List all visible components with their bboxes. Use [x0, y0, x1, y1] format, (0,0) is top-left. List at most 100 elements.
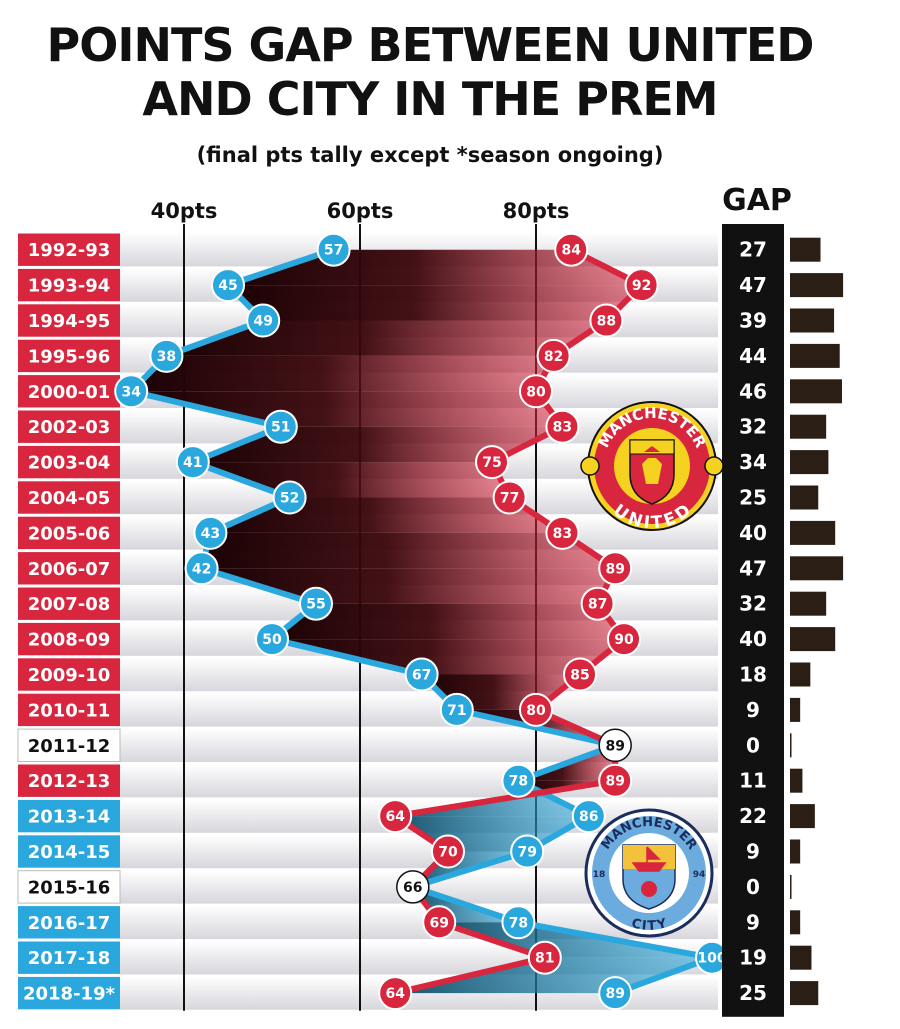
gap-value: 34 — [739, 450, 767, 474]
united-point: 77 — [492, 480, 527, 515]
season-label-bg — [18, 976, 120, 1010]
city-point: 89 — [598, 976, 633, 1011]
row-stripe — [120, 693, 718, 727]
gap-value: 44 — [739, 344, 767, 368]
season-label-bg — [18, 764, 120, 797]
united-point: 81 — [527, 940, 562, 975]
season-label: 2008-09 — [28, 630, 111, 651]
season-label: 2005-06 — [28, 523, 111, 544]
gap-header: GAP — [722, 183, 792, 218]
level-point: 89 — [598, 728, 632, 763]
gap-value: 22 — [739, 804, 767, 828]
season-label: 2007-08 — [28, 594, 111, 615]
gap-value: 0 — [746, 875, 760, 899]
united-point: 75 — [475, 445, 509, 480]
svg-text:55: 55 — [306, 597, 325, 613]
season-label-bg — [18, 658, 120, 691]
gap-value: 32 — [739, 592, 767, 616]
svg-text:89: 89 — [605, 774, 624, 790]
svg-text:86: 86 — [579, 809, 598, 825]
united-point: 69 — [422, 905, 457, 940]
svg-text:49: 49 — [253, 314, 272, 330]
united-point: 82 — [536, 338, 571, 373]
season-label: 2000-01 — [28, 382, 111, 403]
gap-shading — [272, 639, 624, 675]
season-label-bg — [18, 481, 120, 514]
season-label-bg — [17, 870, 121, 904]
svg-text:18: 18 — [593, 870, 606, 880]
united-point: 80 — [519, 692, 553, 727]
city-point: 51 — [263, 409, 298, 444]
x-tick-label: 60pts — [327, 199, 394, 223]
svg-text:87: 87 — [588, 597, 607, 613]
svg-text:89: 89 — [605, 561, 624, 577]
gap-bar — [790, 343, 840, 368]
gap-bar — [790, 945, 812, 970]
x-tick-label: 80pts — [503, 199, 570, 223]
svg-text:71: 71 — [447, 703, 466, 719]
svg-text:83: 83 — [553, 526, 572, 542]
season-label-bg — [18, 622, 120, 656]
season-label-bg — [18, 587, 120, 620]
gap-bar — [790, 591, 827, 616]
city-point: 34 — [114, 374, 149, 409]
svg-text:38: 38 — [157, 349, 176, 365]
season-label-bg — [18, 941, 120, 974]
city-series-line — [128, 246, 715, 996]
svg-text:43: 43 — [201, 526, 220, 542]
svg-text:79: 79 — [517, 845, 536, 861]
gap-value: 18 — [739, 663, 767, 687]
page-title: POINTS GAP BETWEEN UNITED AND CITY IN TH… — [46, 18, 815, 126]
season-label-bg — [18, 339, 120, 373]
svg-text:92: 92 — [632, 278, 651, 294]
season-label: 2016-17 — [28, 913, 111, 934]
level-point: 66 — [396, 870, 430, 904]
gap-bar — [790, 981, 819, 1006]
united-point: 87 — [580, 586, 615, 621]
gap-value: 25 — [739, 486, 767, 510]
season-label: 2012-13 — [28, 771, 111, 792]
united-point: 84 — [554, 232, 589, 267]
gap-bar — [790, 874, 792, 899]
gap-value: 39 — [739, 309, 767, 333]
season-label: 2013-14 — [28, 807, 111, 828]
gap-value: 40 — [739, 627, 767, 651]
svg-text:82: 82 — [544, 349, 563, 365]
svg-text:51: 51 — [271, 420, 290, 436]
svg-text:83: 83 — [553, 420, 572, 436]
united-point: 83 — [545, 515, 580, 550]
gap-shading — [131, 391, 563, 427]
season-label-bg — [18, 906, 120, 939]
united-point: 88 — [589, 303, 624, 338]
svg-text:66: 66 — [403, 880, 422, 896]
season-label-bg — [18, 268, 120, 302]
svg-text:80: 80 — [526, 703, 546, 719]
gap-bar — [790, 237, 821, 262]
gap-bar — [790, 662, 811, 687]
city-point: 71 — [439, 692, 474, 727]
svg-text:88: 88 — [597, 314, 616, 330]
season-label: 1994-95 — [28, 311, 111, 332]
svg-text:45: 45 — [218, 278, 237, 294]
svg-text:94: 94 — [693, 870, 706, 880]
gap-bar — [790, 910, 801, 935]
svg-text:50: 50 — [262, 632, 282, 648]
gap-bar — [790, 308, 835, 333]
gap-bar — [790, 839, 801, 864]
gap-bar — [790, 520, 836, 545]
svg-text:89: 89 — [605, 738, 624, 754]
svg-text:69: 69 — [429, 915, 448, 931]
season-label: 1992-93 — [28, 240, 111, 261]
season-label-bg — [18, 835, 120, 868]
gap-shading — [201, 532, 616, 569]
svg-text:90: 90 — [614, 632, 634, 648]
united-point: 89 — [598, 551, 633, 586]
season-label: 2002-03 — [28, 417, 111, 438]
gap-bar — [790, 556, 844, 581]
gap-value: 9 — [746, 910, 760, 934]
svg-text:81: 81 — [535, 951, 554, 967]
season-label-bg — [17, 728, 121, 762]
gap-bar — [790, 273, 844, 298]
